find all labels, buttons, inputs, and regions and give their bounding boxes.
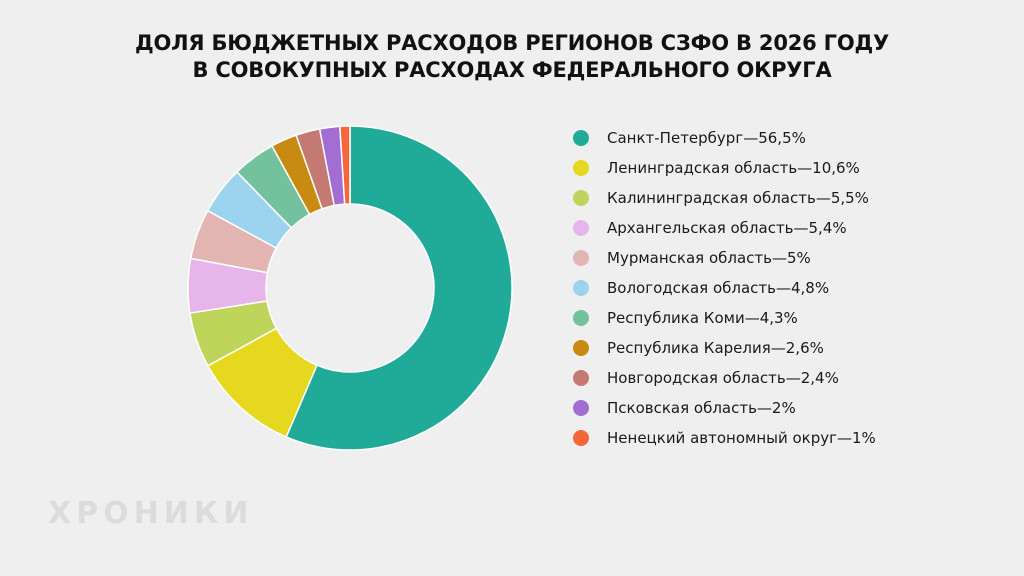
legend-swatch-icon: [573, 220, 589, 236]
legend-label: Архангельская область—5,4%: [607, 219, 847, 237]
legend-swatch-icon: [573, 130, 589, 146]
legend-item-10: Псковская область—2%: [573, 393, 876, 423]
legend-swatch-icon: [573, 370, 589, 386]
legend-label: Ленинградская область—10,6%: [607, 159, 860, 177]
legend-label: Калининградская область—5,5%: [607, 189, 869, 207]
legend-swatch-icon: [573, 310, 589, 326]
donut-slice-11: [339, 125, 351, 205]
legend-swatch-icon: [573, 400, 589, 416]
legend-item-11: Ненецкий автономный округ—1%: [573, 423, 876, 453]
legend-swatch-icon: [573, 430, 589, 446]
legend-label: Вологодская область—4,8%: [607, 279, 830, 297]
legend-label: Псковская область—2%: [607, 399, 796, 417]
legend-swatch-icon: [573, 280, 589, 296]
legend-swatch-icon: [573, 340, 589, 356]
legend-item-7: Республика Коми—4,3%: [573, 303, 876, 333]
legend-label: Республика Карелия—2,6%: [607, 339, 824, 357]
legend-label: Республика Коми—4,3%: [607, 309, 798, 327]
legend-item-8: Республика Карелия—2,6%: [573, 333, 876, 363]
donut-slice-1: [285, 125, 513, 451]
chart-title: ДОЛЯ БЮДЖЕТНЫХ РАСХОДОВ РЕГИОНОВ СЗФО В …: [0, 30, 1024, 84]
legend-swatch-icon: [573, 160, 589, 176]
legend-item-3: Калининградская область—5,5%: [573, 183, 876, 213]
legend-label: Мурманская область—5%: [607, 249, 811, 267]
legend-item-4: Архангельская область—5,4%: [573, 213, 876, 243]
chart-legend: Санкт-Петербург—56,5% Ленинградская облас…: [573, 123, 876, 453]
donut-chart: [187, 125, 513, 451]
chart-title-line-2: В СОВОКУПНЫХ РАСХОДАХ ФЕДЕРАЛЬНОГО ОКРУГ…: [192, 58, 832, 82]
legend-item-5: Мурманская область—5%: [573, 243, 876, 273]
legend-item-6: Вологодская область—4,8%: [573, 273, 876, 303]
legend-swatch-icon: [573, 190, 589, 206]
legend-item-9: Новгородская область—2,4%: [573, 363, 876, 393]
watermark-logo: ХРОНИКИ: [48, 496, 254, 531]
legend-label: Ненецкий автономный округ—1%: [607, 429, 876, 447]
legend-label: Санкт-Петербург—56,5%: [607, 129, 806, 147]
chart-title-line-1: ДОЛЯ БЮДЖЕТНЫХ РАСХОДОВ РЕГИОНОВ СЗФО В …: [134, 31, 890, 55]
legend-swatch-icon: [573, 250, 589, 266]
legend-label: Новгородская область—2,4%: [607, 369, 839, 387]
legend-item-1: Санкт-Петербург—56,5%: [573, 123, 876, 153]
legend-item-2: Ленинградская область—10,6%: [573, 153, 876, 183]
